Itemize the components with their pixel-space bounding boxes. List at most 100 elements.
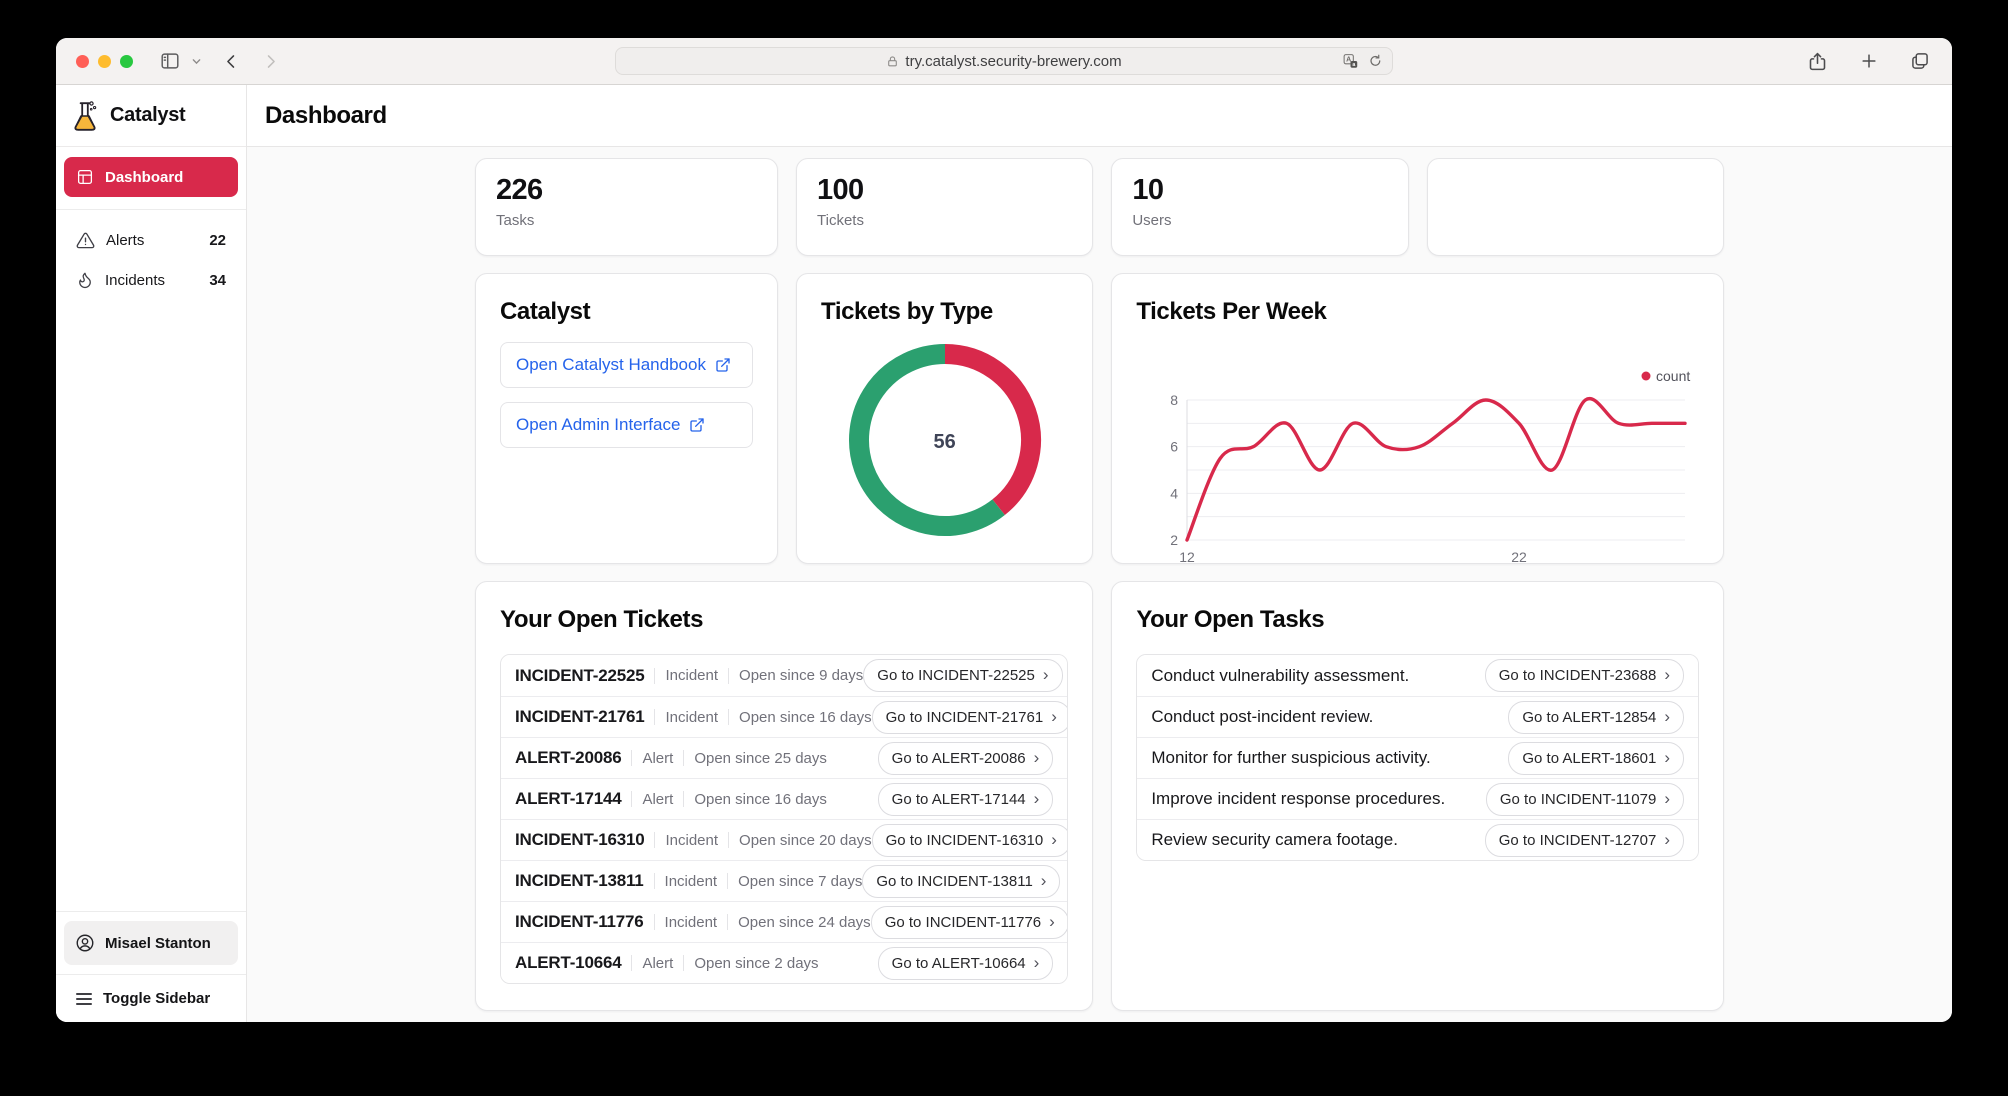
go-to-ticket-button[interactable]: Go to INCIDENT-11776 ›: [870, 905, 1068, 939]
open-tickets-list: INCIDENT-22525 Incident Open since 9 day…: [500, 654, 1069, 984]
close-window-button[interactable]: [76, 54, 89, 68]
ticket-row: INCIDENT-11776 Incident Open since 24 da…: [501, 901, 1068, 942]
toggle-browser-sidebar-button[interactable]: [157, 48, 183, 74]
tickets-by-type-card: Tickets by Type 56: [796, 273, 1094, 564]
user-menu-button[interactable]: Misael Stanton: [64, 921, 238, 965]
go-to-ticket-label: Go to ALERT-20086: [891, 749, 1026, 767]
go-to-task-ticket-button[interactable]: Go to ALERT-18601 ›: [1508, 741, 1684, 775]
go-to-ticket-button[interactable]: Go to INCIDENT-13811 ›: [862, 864, 1061, 898]
go-to-task-ticket-button[interactable]: Go to INCIDENT-12707 ›: [1484, 823, 1684, 857]
chevron-right-icon: ›: [1040, 870, 1047, 890]
stat-label: Users: [1132, 212, 1172, 229]
forward-button[interactable]: [259, 50, 282, 73]
ticket-row: INCIDENT-16310 Incident Open since 20 da…: [501, 819, 1068, 860]
sidebar-item-incidents[interactable]: Incidents 34: [56, 260, 246, 300]
ticket-row: ALERT-17144 Alert Open since 16 days Go …: [501, 778, 1068, 819]
share-icon: [1809, 52, 1826, 70]
sidebar-menu-chevron[interactable]: [189, 54, 204, 69]
stat-card: 10 Users: [1111, 158, 1409, 256]
stat-value: 100: [817, 174, 864, 206]
external-link-label: Open Admin Interface: [516, 415, 681, 434]
tickets-per-week-card: Tickets Per Week count 2 4 6 8 12 22: [1111, 273, 1724, 565]
divider: [683, 750, 685, 766]
external-link-button[interactable]: Open Admin Interface: [500, 402, 753, 448]
divider: [654, 832, 656, 848]
card-title: Catalyst: [500, 298, 591, 325]
donut-total-label: 56: [933, 431, 956, 453]
ticket-row: ALERT-20086 Alert Open since 25 days Go …: [501, 737, 1068, 778]
address-bar[interactable]: try.catalyst.security-brewery.com A a: [615, 47, 1393, 75]
back-button[interactable]: [220, 50, 243, 73]
ticket-type: Incident: [664, 913, 718, 931]
task-row: Monitor for further suspicious activity.…: [1137, 737, 1698, 778]
go-to-ticket-label: Go to INCIDENT-11776: [884, 913, 1042, 931]
sidebar: Catalyst Dashboard Aler: [56, 85, 247, 1022]
menu-icon: [76, 992, 92, 1005]
stat-card: 226 Tasks: [475, 158, 778, 256]
chevron-left-icon: [227, 54, 235, 68]
ticket-id: INCIDENT-13811: [515, 871, 644, 890]
reload-icon[interactable]: [1368, 54, 1383, 69]
tickets-by-type-donut: [848, 344, 1041, 536]
new-tab-button[interactable]: [1857, 49, 1881, 73]
url-text: try.catalyst.security-brewery.com: [905, 52, 1122, 70]
ticket-type: Alert: [642, 790, 674, 808]
go-to-ticket-label: Go to ALERT-10664: [891, 954, 1026, 972]
browser-sidebar-icon: [161, 53, 179, 69]
card-title: Tickets Per Week: [1136, 298, 1327, 325]
ticket-row: INCIDENT-21761 Incident Open since 16 da…: [501, 696, 1068, 737]
go-to-task-ticket-button[interactable]: Go to INCIDENT-23688 ›: [1484, 659, 1684, 692]
sidebar-nav: Dashboard: [56, 147, 246, 210]
tab-overview-button[interactable]: [1908, 49, 1932, 73]
chevron-down-icon: [192, 58, 201, 64]
chevron-right-icon: [267, 54, 275, 68]
chevron-right-icon: ›: [1033, 952, 1040, 972]
share-button[interactable]: [1805, 49, 1830, 74]
go-to-ticket-button[interactable]: Go to INCIDENT-16310 ›: [871, 823, 1068, 857]
external-link-icon: [716, 358, 730, 372]
go-to-ticket-label: Go to INCIDENT-21761: [885, 708, 1044, 726]
go-to-ticket-button[interactable]: Go to ALERT-10664 ›: [877, 946, 1054, 980]
divider: [631, 791, 633, 807]
go-to-task-ticket-button[interactable]: Go to INCIDENT-11079 ›: [1485, 782, 1684, 816]
ticket-type: Alert: [642, 954, 674, 972]
go-to-ticket-button[interactable]: Go to INCIDENT-21761 ›: [871, 700, 1068, 734]
task-text: Conduct vulnerability assessment.: [1151, 665, 1410, 685]
ticket-age: Open since 20 days: [739, 831, 872, 849]
ticket-age: Open since 7 days: [738, 872, 863, 890]
content-scroll-area[interactable]: 226 Tasks 100 Tickets 10 Users: [247, 147, 1952, 1022]
stat-label: Tasks: [496, 212, 535, 229]
translate-icon[interactable]: A a: [1342, 53, 1359, 70]
task-row: Conduct vulnerability assessment. Go to …: [1137, 655, 1698, 696]
toggle-sidebar-button[interactable]: Toggle Sidebar: [56, 974, 246, 1022]
svg-text:4: 4: [1171, 485, 1179, 501]
task-row: Conduct post-incident review. Go to ALER…: [1137, 696, 1698, 737]
ticket-id: ALERT-20086: [515, 748, 622, 767]
go-to-ticket-button[interactable]: Go to ALERT-20086 ›: [877, 741, 1054, 775]
go-to-ticket-label: Go to INCIDENT-13811: [876, 872, 1033, 890]
go-to-ticket-button[interactable]: Go to ALERT-17144 ›: [877, 782, 1054, 816]
ticket-id: ALERT-17144: [515, 789, 622, 808]
minimize-window-button[interactable]: [98, 54, 111, 68]
go-to-ticket-label: Go to INCIDENT-22525: [877, 667, 1035, 684]
divider: [631, 750, 633, 766]
chevron-right-icon: ›: [1033, 747, 1040, 767]
brand-row: Catalyst: [56, 85, 246, 147]
catalyst-flask-logo: [74, 100, 97, 131]
external-link-button[interactable]: Open Catalyst Handbook: [500, 342, 753, 388]
divider: [631, 955, 633, 971]
toggle-sidebar-label: Toggle Sidebar: [103, 990, 211, 1007]
sidebar-item-dashboard[interactable]: Dashboard: [64, 157, 238, 197]
go-to-task-ticket-button[interactable]: Go to ALERT-12854 ›: [1508, 700, 1684, 734]
sidebar-item-alerts[interactable]: Alerts 22: [56, 220, 246, 260]
catalyst-links-card: Catalyst Open Catalyst Handbook: [475, 273, 778, 564]
ticket-row: INCIDENT-13811 Incident Open since 7 day…: [501, 860, 1068, 901]
ticket-age: Open since 2 days: [694, 954, 819, 972]
zoom-window-button[interactable]: [120, 54, 133, 68]
dashboard-icon: [77, 169, 93, 185]
go-to-ticket-button[interactable]: Go to INCIDENT-22525 ›: [863, 659, 1063, 692]
divider: [728, 709, 730, 725]
go-to-task-label: Go to INCIDENT-12707: [1498, 831, 1657, 849]
divider: [728, 832, 730, 848]
ticket-type: Incident: [665, 831, 719, 849]
